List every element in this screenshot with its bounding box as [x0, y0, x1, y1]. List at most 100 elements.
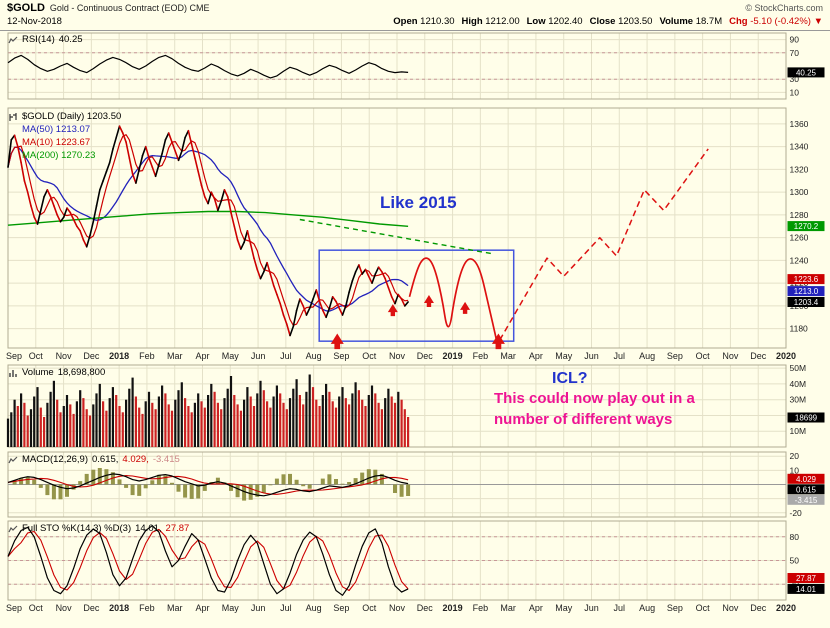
month-label: Oct [29, 603, 44, 613]
chart-date: 12-Nov-2018 [7, 16, 62, 27]
axis-value-box [787, 286, 825, 297]
sto-legend: Full STO %K(14,3) %D(3) 14.01, 27.87 [8, 523, 189, 534]
month-label: Jun [584, 603, 599, 613]
month-label: Sep [6, 351, 22, 361]
rsi-value: 40.25 [58, 34, 83, 45]
price-legend-ma10: MA(10) 1223.67 [22, 137, 90, 148]
stockcharts-copyright-link[interactable]: © StockCharts.com [745, 3, 823, 13]
y-tick-label: 1300 [790, 187, 809, 197]
quote-low: Low 1202.40 [526, 16, 583, 27]
month-label: Apr [529, 351, 543, 361]
y-tick-label: 1320 [790, 164, 809, 174]
month-label: Aug [306, 351, 322, 361]
svg-text:0.615: 0.615 [796, 485, 817, 494]
month-label: Apr [195, 351, 209, 361]
axis-value-box [787, 484, 825, 495]
month-label: Jul [614, 603, 626, 613]
y-tick-label: 10 [790, 87, 800, 97]
axis-value-box [787, 67, 825, 78]
chart-type-icon [8, 112, 18, 122]
month-label: Jun [251, 603, 266, 613]
month-label: Mar [500, 351, 516, 361]
month-label: Sep [667, 603, 683, 613]
macd-line-value: 0.615, [92, 454, 119, 465]
month-label: 2019 [443, 351, 463, 361]
axis-value-box [787, 221, 825, 232]
svg-text:40.25: 40.25 [796, 68, 817, 77]
indicator-icon [8, 455, 18, 465]
macd-hist-value: -3.415 [152, 454, 180, 465]
y-tick-label: 80 [790, 532, 800, 542]
macd-legend: MACD(12,26,9) 0.615, 4.029, -3.415 [8, 454, 180, 465]
month-label: Dec [83, 351, 100, 361]
down-triangle-icon: ▼ [813, 16, 823, 27]
month-label: Apr [195, 603, 209, 613]
y-tick-label: 10M [790, 426, 807, 436]
month-label: Sep [6, 603, 22, 613]
month-label: Feb [473, 603, 489, 613]
month-label: Nov [389, 603, 406, 613]
y-tick-label: 50 [790, 556, 800, 566]
y-tick-label: 40M [790, 379, 807, 389]
annotation-icl: ICL? [552, 370, 588, 387]
price-legend-ma50: MA(50) 1213.07 [22, 124, 90, 135]
month-label: Apr [529, 603, 543, 613]
month-label: Jul [280, 603, 292, 613]
sto-d-value: 27.87 [165, 523, 190, 534]
annotation-playout-line1: This could now play out in a [494, 390, 695, 407]
symbol: $GOLD [7, 2, 45, 14]
svg-text:4.029: 4.029 [796, 475, 817, 484]
up-arrow-annotation [387, 304, 398, 317]
y-tick-label: 20 [790, 451, 800, 461]
axis-value-box [787, 583, 825, 594]
axis-value-box [787, 297, 825, 307]
y-tick-label: 1260 [790, 233, 809, 243]
indicator-icon [8, 524, 18, 534]
ma50-label: MA(50) 1213.07 [22, 124, 91, 135]
month-label: May [222, 351, 240, 361]
annotation-scallops [408, 257, 498, 343]
month-label: 2018 [109, 603, 129, 613]
month-label: Nov [722, 351, 739, 361]
svg-text:1213.0: 1213.0 [794, 287, 819, 296]
month-label: Nov [722, 603, 739, 613]
svg-text:14.01: 14.01 [796, 585, 817, 594]
month-label: Sep [333, 603, 349, 613]
y-tick-label: 30 [790, 74, 800, 84]
month-label: Jun [251, 351, 266, 361]
month-label: Dec [750, 351, 767, 361]
month-label: Dec [750, 603, 767, 613]
month-label: Sep [333, 351, 349, 361]
annotation-projection [499, 148, 709, 341]
axis-value-box [787, 412, 825, 423]
rsi-panel: 90 70 30 10 40.25 [7, 32, 825, 100]
month-label: Dec [417, 603, 434, 613]
month-label: Mar [500, 603, 516, 613]
volume-value: 18,698,800 [57, 367, 106, 378]
month-label: Dec [417, 351, 434, 361]
axis-value-box [787, 573, 825, 583]
month-label: May [555, 351, 573, 361]
volume-label: Volume [22, 367, 54, 378]
month-label: Nov [56, 603, 73, 613]
macd-signal-value: 4.029, [122, 454, 149, 465]
month-label: Mar [167, 603, 183, 613]
quote-high: High 1212.00 [461, 16, 520, 27]
sto-label: Full STO %K(14,3) %D(3) [22, 523, 132, 534]
y-tick-label: 30M [790, 395, 807, 405]
volume-legend: Volume 18,698,800 [8, 367, 105, 378]
y-tick-label: 70 [790, 48, 800, 58]
axis-value-box [787, 494, 825, 505]
y-tick-label: 90 [790, 35, 800, 45]
up-arrow-annotation [330, 333, 344, 350]
month-label: Oct [362, 603, 377, 613]
month-label: Aug [639, 351, 655, 361]
up-arrow-annotation [460, 301, 471, 314]
volume-panel: 50M40M30M20M10M18699 [6, 363, 825, 448]
svg-text:-3.415: -3.415 [795, 496, 818, 505]
sto-k-value: 14.01, [135, 523, 162, 534]
quote-close: Close 1203.50 [589, 16, 653, 27]
y-tick-label: 1180 [790, 324, 809, 334]
